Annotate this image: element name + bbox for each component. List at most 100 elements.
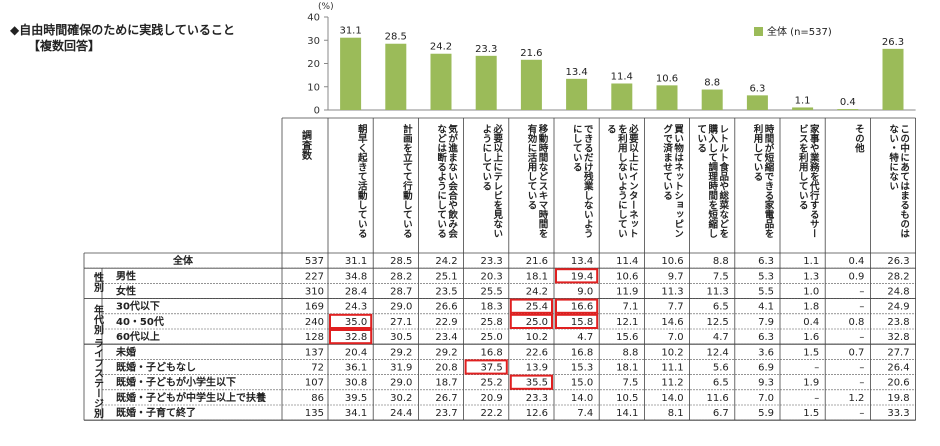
bar [837, 109, 859, 110]
cell-value: 0.7 [848, 347, 864, 358]
cell-value: 1.6 [803, 332, 819, 343]
cell-value: 13.9 [526, 363, 548, 374]
row-label: 全体 [172, 254, 194, 267]
bar-value-label: 11.4 [611, 71, 633, 82]
row-n: 310 [305, 287, 324, 298]
cell-value: 18.7 [435, 378, 457, 389]
cell-value: 22.6 [526, 347, 548, 358]
cell-value: 10.6 [661, 256, 683, 267]
cell-value: 29.0 [390, 302, 412, 313]
cell-value: 12.4 [707, 347, 729, 358]
category-header: 気が進まない会合や飲み会 [446, 123, 459, 239]
row-n: 240 [305, 317, 324, 328]
row-label: 既婚・子どもが小学生以下 [116, 376, 236, 389]
row-label: 60代以上 [116, 330, 160, 343]
cell-value: 39.5 [345, 393, 367, 404]
n-header: 調査数 [300, 129, 313, 161]
cell-value: 37.5 [481, 363, 503, 374]
cell-value: 18.3 [481, 302, 503, 313]
cell-value: 28.2 [390, 271, 412, 282]
highlight-box [555, 313, 599, 329]
category-header: 必要以上にインターネット [627, 123, 640, 238]
cell-value: 7.0 [758, 393, 774, 404]
row-n: 137 [305, 347, 324, 358]
cell-value: 14.0 [661, 393, 683, 404]
bar [792, 107, 814, 110]
cell-value: 22.2 [481, 408, 503, 419]
bar [882, 48, 904, 110]
category-header: その他 [853, 124, 866, 153]
bar [340, 37, 362, 110]
cell-value: 23.3 [526, 393, 548, 404]
category-header: 購入して調理時間を短縮し [706, 123, 719, 238]
cell-value: 5.6 [713, 363, 729, 374]
cell-value: 6.5 [713, 302, 729, 313]
cell-value: 36.1 [345, 363, 367, 374]
cell-value: 11.1 [661, 363, 683, 374]
cell-value: 32.8 [345, 332, 367, 343]
cell-value: 19.8 [887, 393, 909, 404]
cell-value: 11.3 [661, 287, 683, 298]
cell-value: 7.5 [622, 378, 638, 389]
category-header: などは断るようにしている [435, 124, 447, 238]
cell-value: 14.1 [616, 408, 638, 419]
row-n: 135 [305, 408, 324, 419]
cell-value: 7.4 [577, 408, 593, 419]
category-header: 利用している [752, 123, 765, 181]
cell-value: 1.8 [803, 302, 819, 313]
bar-value-label: 21.6 [520, 48, 542, 59]
bar [566, 78, 588, 110]
cell-value: 3.6 [758, 347, 774, 358]
cell-value: 20.6 [887, 378, 909, 389]
cell-value: – [859, 287, 864, 298]
cell-value: 23.4 [435, 332, 457, 343]
cell-value: 16.8 [571, 347, 593, 358]
cell-value: 24.2 [526, 287, 548, 298]
cell-value: – [814, 393, 819, 404]
cell-value: 28.7 [390, 287, 412, 298]
bar-value-label: 8.8 [704, 78, 720, 89]
category-header: 移動時間などスキマ時間を [537, 123, 549, 238]
cell-value: 23.3 [481, 256, 503, 267]
row-n: 227 [305, 271, 324, 282]
highlight-box [509, 298, 553, 314]
cell-value: 23.5 [435, 287, 457, 298]
cell-value: 25.8 [481, 317, 503, 328]
cell-value: 23.8 [887, 317, 909, 328]
cell-value: 18.1 [616, 363, 638, 374]
cell-value: 0.8 [848, 317, 864, 328]
cell-value: 6.5 [713, 378, 729, 389]
cell-value: 4.7 [713, 332, 729, 343]
cell-value: 24.3 [345, 302, 367, 313]
cell-value: 20.9 [481, 393, 503, 404]
cell-value: 7.7 [668, 302, 684, 313]
y-unit-label: (%) [318, 2, 334, 12]
cell-value: 24.4 [390, 408, 412, 419]
cell-value: 20.8 [435, 363, 457, 374]
cell-value: 1.9 [803, 378, 819, 389]
cell-value: 1.1 [803, 256, 819, 267]
row-label: 既婚・子どもなし [116, 361, 196, 374]
cell-value: 0.4 [848, 256, 864, 267]
cell-value: 7.1 [622, 302, 638, 313]
category-header: 有効に活用している [526, 123, 539, 209]
bar [746, 95, 768, 110]
cell-value: 23.7 [435, 408, 457, 419]
cell-value: 1.3 [803, 271, 819, 282]
cell-value: 29.0 [390, 378, 412, 389]
category-header: ない・特にない [887, 124, 899, 191]
highlight-box [464, 359, 508, 375]
cell-value: 0.4 [803, 317, 819, 328]
bar [656, 85, 678, 110]
cell-value: 24.9 [887, 302, 909, 313]
cell-value: 1.5 [803, 347, 819, 358]
cell-value: 30.8 [345, 378, 367, 389]
bar [475, 55, 497, 110]
cell-value: 26.4 [887, 363, 909, 374]
cell-value: 10.2 [526, 332, 548, 343]
row-n: 107 [305, 378, 324, 389]
cell-value: 15.8 [571, 317, 593, 328]
y-tick-label: 20 [307, 59, 320, 70]
cell-value: 16.6 [571, 302, 593, 313]
